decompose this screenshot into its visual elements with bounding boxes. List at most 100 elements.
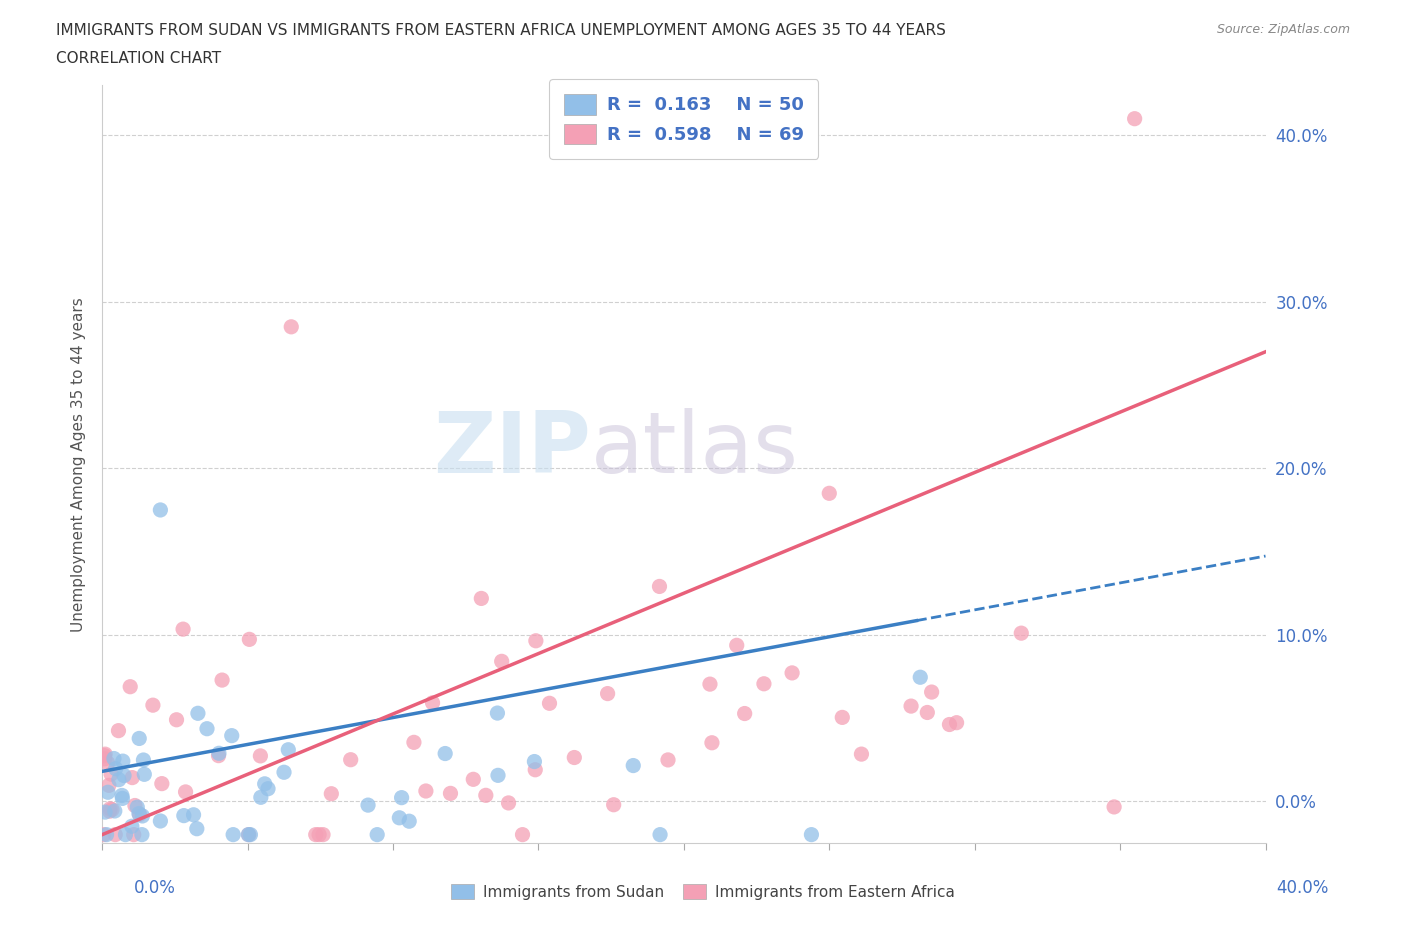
Legend: R =  0.163    N = 50, R =  0.598    N = 69: R = 0.163 N = 50, R = 0.598 N = 69: [550, 79, 818, 159]
Point: [491, 654, 513, 669]
Point: [249, 749, 271, 764]
Point: [149, 502, 172, 517]
Point: [114, 827, 136, 842]
Point: [357, 798, 380, 813]
Point: [166, 712, 188, 727]
Point: [211, 672, 233, 687]
Point: [250, 790, 273, 804]
Point: [938, 717, 960, 732]
Point: [222, 827, 245, 842]
Point: [142, 698, 165, 712]
Point: [128, 731, 150, 746]
Point: [422, 696, 444, 711]
Point: [174, 785, 197, 800]
Point: [238, 631, 260, 646]
Point: [238, 827, 260, 842]
Point: [101, 802, 124, 817]
Point: [602, 797, 624, 812]
Point: [98, 804, 121, 818]
Point: [524, 633, 547, 648]
Point: [128, 806, 150, 821]
Text: Source: ZipAtlas.com: Source: ZipAtlas.com: [1216, 23, 1350, 36]
Point: [93, 748, 115, 763]
Point: [121, 770, 143, 785]
Point: [187, 706, 209, 721]
Point: [366, 827, 388, 842]
Point: [120, 679, 142, 694]
Point: [415, 784, 437, 799]
Point: [475, 788, 498, 803]
Point: [463, 772, 485, 787]
Text: IMMIGRANTS FROM SUDAN VS IMMIGRANTS FROM EASTERN AFRICA UNEMPLOYMENT AMONG AGES : IMMIGRANTS FROM SUDAN VS IMMIGRANTS FROM…: [56, 23, 946, 38]
Point: [1102, 800, 1125, 815]
Point: [398, 814, 420, 829]
Point: [498, 795, 520, 810]
Point: [104, 762, 127, 777]
Point: [512, 827, 534, 842]
Point: [104, 827, 127, 842]
Point: [851, 747, 873, 762]
Point: [831, 710, 853, 724]
Point: [94, 747, 117, 762]
Point: [725, 638, 748, 653]
Point: [238, 827, 260, 842]
Point: [103, 751, 125, 766]
Point: [648, 579, 671, 594]
Point: [734, 706, 756, 721]
Text: 0.0%: 0.0%: [134, 879, 176, 897]
Point: [128, 807, 150, 822]
Point: [391, 790, 413, 805]
Point: [127, 800, 149, 815]
Point: [800, 827, 823, 842]
Point: [1123, 112, 1146, 126]
Point: [98, 802, 121, 817]
Point: [107, 724, 129, 738]
Point: [172, 621, 194, 636]
Point: [945, 715, 967, 730]
Point: [253, 777, 276, 791]
Point: [186, 821, 208, 836]
Point: [97, 755, 120, 770]
Point: [538, 696, 561, 711]
Point: [434, 746, 457, 761]
Point: [221, 728, 243, 743]
Point: [131, 827, 153, 842]
Point: [321, 786, 343, 801]
Point: [780, 666, 803, 681]
Point: [273, 764, 295, 779]
Point: [112, 768, 135, 783]
Point: [97, 777, 120, 792]
Point: [122, 827, 145, 842]
Point: [93, 827, 115, 842]
Point: [121, 818, 143, 833]
Point: [173, 808, 195, 823]
Point: [207, 749, 229, 764]
Point: [524, 763, 547, 777]
Point: [131, 808, 153, 823]
Point: [97, 785, 120, 800]
Point: [308, 827, 330, 842]
Point: [562, 751, 585, 765]
Point: [388, 810, 411, 825]
Point: [134, 767, 156, 782]
Point: [657, 752, 679, 767]
Point: [486, 706, 509, 721]
Point: [183, 807, 205, 822]
Legend: Immigrants from Sudan, Immigrants from Eastern Africa: Immigrants from Sudan, Immigrants from E…: [446, 877, 960, 906]
Point: [239, 827, 262, 842]
Point: [700, 736, 723, 751]
Point: [523, 754, 546, 769]
Point: [699, 677, 721, 692]
Point: [621, 758, 644, 773]
Point: [312, 827, 335, 842]
Point: [596, 686, 619, 701]
Point: [208, 746, 231, 761]
Text: ZIP: ZIP: [433, 407, 591, 490]
Point: [257, 781, 280, 796]
Point: [108, 772, 131, 787]
Point: [900, 698, 922, 713]
Point: [94, 804, 117, 819]
Point: [195, 722, 218, 737]
Text: 40.0%: 40.0%: [1277, 879, 1329, 897]
Point: [648, 827, 671, 842]
